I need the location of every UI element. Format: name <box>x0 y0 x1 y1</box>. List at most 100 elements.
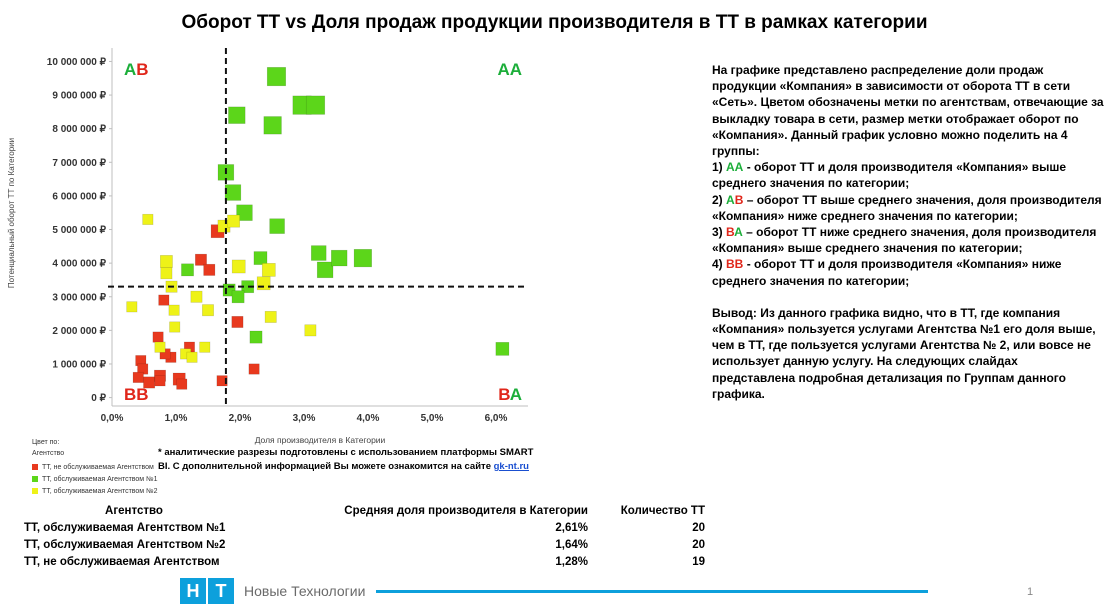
chart-legend: Цвет по: Агентство ТТ, не обслуживаемая … <box>32 439 157 497</box>
agency-table: Агентство Средняя доля производителя в К… <box>24 502 705 570</box>
data-point <box>176 378 188 390</box>
table-cell: 2,61% <box>555 521 588 534</box>
page-number: 1 <box>1027 586 1034 598</box>
data-point <box>353 248 372 268</box>
y-tick-label: 5 000 000 ₽ <box>52 225 106 236</box>
data-point <box>202 304 214 317</box>
legend-swatch-green <box>32 476 38 482</box>
group-tag: А <box>726 192 735 207</box>
table-header-row: Агентство Средняя доля производителя в К… <box>24 502 705 519</box>
y-tick-label: 9 000 000 ₽ <box>52 91 106 102</box>
footer-line <box>376 590 928 593</box>
x-tick-label: 0,0% <box>101 413 124 424</box>
data-point <box>316 261 334 279</box>
table-cell: ТТ, обслуживаемая Агентством №1 <box>24 521 226 534</box>
data-point <box>310 245 327 261</box>
data-point <box>224 184 242 201</box>
footnote-text: * аналитические разрезы подготовлены с и… <box>158 447 534 472</box>
x-tick-label: 4,0% <box>357 413 380 424</box>
y-tick-label: 10 000 000 ₽ <box>47 57 107 68</box>
footnote: * аналитические разрезы подготовлены с и… <box>158 446 538 474</box>
y-tick-label: 0 ₽ <box>91 393 106 404</box>
data-point <box>154 341 166 353</box>
data-point <box>168 304 180 316</box>
y-tick-label: 2 000 000 ₽ <box>52 326 106 337</box>
quadrant-label-bb: ВВ <box>124 385 149 404</box>
x-tick-label: 2,0% <box>229 413 252 424</box>
x-tick-label: 6,0% <box>485 413 508 424</box>
table-cell: ТТ, обслуживаемая Агентством №2 <box>24 538 226 551</box>
data-point <box>253 251 268 265</box>
y-tick-label: 3 000 000 ₽ <box>52 292 106 303</box>
brand-logo: Н Т Новые Технологии <box>180 578 365 604</box>
description-conclusion: Вывод: Из данного графика видно, что в Т… <box>712 305 1096 401</box>
group-item-ba: 3) ВА – оборот ТТ ниже среднего значения… <box>712 225 1097 256</box>
data-point <box>256 276 271 291</box>
data-point <box>495 342 510 356</box>
table-cell: 19 <box>692 555 705 568</box>
x-tick-label: 3,0% <box>293 413 316 424</box>
data-point <box>186 351 198 363</box>
data-point <box>231 316 244 328</box>
data-point <box>227 214 240 228</box>
group-tag: В <box>734 192 744 207</box>
data-point <box>264 310 277 323</box>
table-cell: 20 <box>692 521 705 534</box>
table-cell: 1,64% <box>555 538 588 551</box>
legend-label: ТТ, не обслуживаемая Агентством <box>42 463 154 471</box>
table-cell: 1,28% <box>555 555 588 568</box>
description-panel: На графике представлено распределение до… <box>712 62 1104 402</box>
data-point <box>143 376 156 389</box>
group-tag: АА <box>726 160 744 175</box>
y-tick-label: 7 000 000 ₽ <box>52 158 106 169</box>
data-point <box>203 263 216 276</box>
group-tag: В <box>726 225 735 240</box>
data-point <box>236 204 253 221</box>
data-point <box>231 290 245 304</box>
y-tick-label: 4 000 000 ₽ <box>52 259 106 270</box>
logo-letter-n: Н <box>180 578 206 604</box>
table-header: Агентство <box>105 504 163 517</box>
data-point <box>126 301 138 313</box>
y-tick-label: 6 000 000 ₽ <box>52 191 106 202</box>
quadrant-label-aa: АА <box>497 60 522 79</box>
y-axis-label: Потенциальный оборот ТТ по Категории <box>7 138 16 288</box>
data-point <box>160 267 173 280</box>
legend-item: ТТ, обслуживаемая Агентством №1 <box>32 473 157 485</box>
data-point <box>228 106 246 124</box>
description-intro: На графике представлено распределение до… <box>712 63 1104 159</box>
data-point <box>154 375 166 387</box>
data-point <box>195 253 207 266</box>
legend-label: ТТ, обслуживаемая Агентством №2 <box>42 487 158 495</box>
data-point <box>190 290 203 303</box>
table-cell: 20 <box>692 538 705 551</box>
legend-swatch-red <box>32 464 38 470</box>
page-title: Оборот ТТ vs Доля продаж продукции произ… <box>181 12 928 33</box>
data-point <box>231 259 246 274</box>
legend-item: ТТ, обслуживаемая Агентством №2 <box>32 485 157 497</box>
table-row: ТТ, не обслуживаемая Агентством 1,28% 19 <box>24 553 705 570</box>
data-point <box>216 375 228 387</box>
data-point <box>142 213 154 225</box>
data-point <box>269 218 285 234</box>
data-point <box>248 363 260 375</box>
table-row: ТТ, обслуживаемая Агентством №2 1,64% 20 <box>24 536 705 553</box>
data-point <box>305 95 326 115</box>
x-tick-label: 5,0% <box>421 413 444 424</box>
legend-swatch-yellow <box>32 488 38 494</box>
legend-subtitle: Агентство <box>32 450 65 457</box>
logo-letter-t: Т <box>208 578 234 604</box>
footnote-link[interactable]: gk-nt.ru <box>493 461 529 472</box>
group-item-bb: 4) ВВ - оборот ТТ и доля производителя «… <box>712 257 1062 288</box>
quadrant-label-ba: ВА <box>498 385 522 404</box>
legend-label: ТТ, обслуживаемая Агентством №1 <box>42 475 158 483</box>
data-point <box>132 371 144 383</box>
y-tick-label: 8 000 000 ₽ <box>52 124 106 135</box>
group-tag: ВВ <box>726 257 744 272</box>
table-header: Количество ТТ <box>620 504 705 517</box>
data-point <box>304 324 317 337</box>
data-point <box>160 255 173 268</box>
data-point <box>181 263 194 277</box>
data-point <box>158 294 170 306</box>
data-point <box>169 321 181 333</box>
